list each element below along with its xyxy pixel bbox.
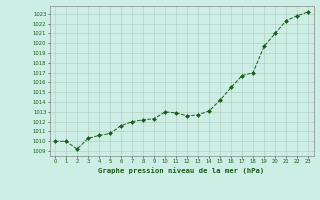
X-axis label: Graphe pression niveau de la mer (hPa): Graphe pression niveau de la mer (hPa): [99, 167, 265, 174]
